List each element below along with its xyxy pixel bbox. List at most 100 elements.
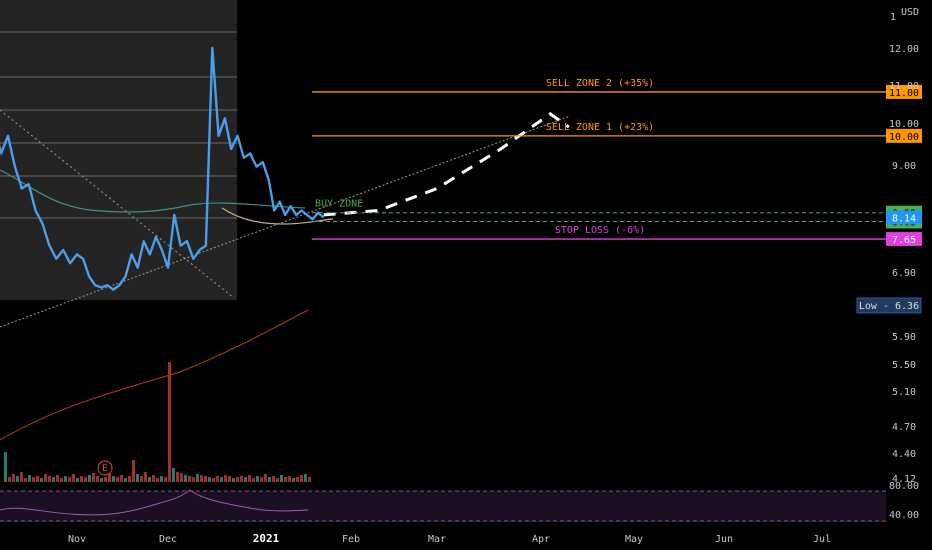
volume-bar (4, 452, 7, 482)
downtrend-line (0, 109, 235, 299)
volume-bar (92, 473, 95, 482)
stop-loss-price-text: 7.65 (892, 235, 916, 246)
long-moving-average (0, 309, 309, 441)
volume-bar (220, 477, 223, 482)
volume-bar (56, 475, 59, 482)
y-tick-4-12: 4.12 (892, 474, 916, 485)
volume-bar (80, 476, 83, 482)
y-tick-6-90: 6.90 (892, 268, 916, 279)
volume-bar (264, 474, 267, 482)
volume-bar (252, 478, 255, 482)
volume-bar (72, 474, 75, 482)
highlight-box (0, 0, 237, 300)
volume-bar (260, 477, 263, 482)
volume-bar (164, 477, 167, 482)
volume-bar (284, 477, 287, 482)
volume-bar (180, 473, 183, 482)
stop-loss-label: STOP LOSS (-6%) (555, 225, 645, 236)
volume-bar (64, 476, 67, 482)
volume-bar (292, 478, 295, 482)
volume-bar (228, 476, 231, 482)
volume-bars (4, 362, 311, 482)
volume-bar (240, 476, 243, 482)
volume-bar (132, 460, 135, 482)
rsi-line (0, 489, 309, 516)
y-tick-4-40: 4.40 (892, 449, 916, 460)
volume-bar (236, 477, 239, 482)
rsi-upper-label: 80.00 (889, 481, 919, 492)
y-tick-4-70: 4.70 (892, 422, 916, 433)
volume-bar (44, 474, 47, 482)
volume-bar (48, 476, 51, 482)
volume-bar (52, 477, 55, 482)
volume-bar (96, 476, 99, 482)
volume-bar (104, 477, 107, 482)
y-tick-top: 1 (890, 12, 896, 23)
volume-bar (112, 476, 115, 482)
x-tick-dec: Dec (159, 534, 177, 545)
y-tick-5-90: 5.90 (892, 332, 916, 343)
volume-bar (244, 477, 247, 482)
y-tick-10-00: 10.00 (889, 119, 919, 130)
volume-bar (128, 476, 131, 482)
volume-bar (116, 477, 119, 482)
volume-bar (188, 476, 191, 482)
volume-bar (32, 477, 35, 482)
volume-bar (172, 468, 175, 482)
volume-bar (212, 478, 215, 482)
volume-bar (20, 472, 23, 482)
x-tick-jun: Jun (715, 534, 733, 545)
x-tick-mar: Mar (428, 534, 446, 545)
volume-bar (12, 474, 15, 482)
x-tick-jul: Jul (813, 534, 831, 545)
y-tick-5-50: 5.50 (892, 360, 916, 371)
buy-zone-upper-label: BUY ZONE (315, 199, 363, 210)
volume-bar (60, 478, 63, 482)
volume-bar (168, 362, 171, 482)
volume-bar (272, 476, 275, 482)
x-tick-may: May (625, 534, 643, 545)
volume-bar (208, 477, 211, 482)
last-price-tag: 8.14 (886, 210, 922, 225)
volume-bar (100, 478, 103, 482)
volume-bar (152, 475, 155, 482)
volume-bar (276, 478, 279, 482)
volume-bar (268, 477, 271, 482)
volume-bar (76, 478, 79, 482)
low-marker: Low - 6.36 (856, 297, 922, 314)
uptrend-line (0, 115, 571, 328)
volume-bar (160, 476, 163, 482)
x-tick-feb: Feb (342, 534, 360, 545)
volume-bar (8, 477, 11, 482)
x-tick-2021: 2021 (253, 532, 280, 545)
volume-bar (184, 475, 187, 482)
volume-bar (148, 477, 151, 482)
volume-bar (196, 474, 199, 482)
volume-bar (216, 476, 219, 482)
volume-bar (84, 477, 87, 482)
volume-bar (120, 475, 123, 482)
price-line (0, 46, 325, 291)
volume-bar (144, 472, 147, 482)
volume-bar (156, 478, 159, 482)
volume-bar (256, 476, 259, 482)
sell-zone-2-label: SELL ZONE 2 (+35%) (546, 78, 654, 89)
volume-bar (176, 472, 179, 482)
volume-bar (308, 477, 311, 482)
volume-bar (300, 475, 303, 482)
volume-bar (88, 475, 91, 482)
volume-bar (248, 475, 251, 482)
volume-bar (124, 478, 127, 482)
rsi-panel (0, 491, 886, 522)
volume-bar (40, 478, 43, 482)
currency-label: USD (901, 7, 919, 18)
volume-bar (24, 478, 27, 482)
volume-bar (288, 476, 291, 482)
earnings-marker-text: E (102, 464, 108, 474)
y-tick-5-10: 5.10 (892, 387, 916, 398)
stop-loss-price-tag: 7.65 (886, 232, 922, 247)
x-tick-apr: Apr (532, 534, 550, 545)
y-tick-12-00: 12.00 (889, 44, 919, 55)
volume-bar (304, 474, 307, 482)
